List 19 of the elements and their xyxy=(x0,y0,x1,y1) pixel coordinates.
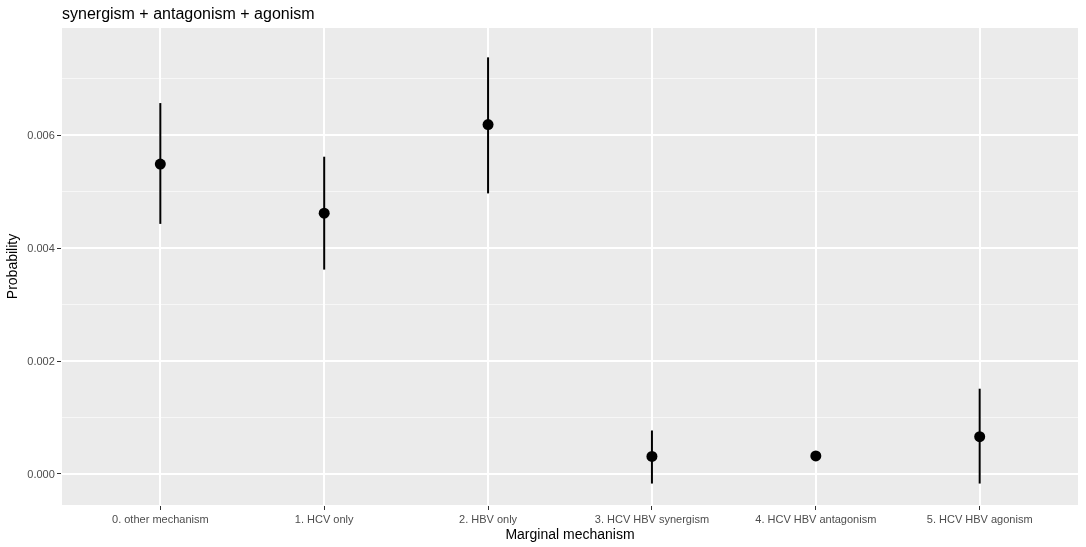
chart-title: synergism + antagonism + agonism xyxy=(62,5,315,23)
x-tick-label: 0. other mechanism xyxy=(112,513,209,526)
point xyxy=(810,450,822,462)
y-tick-label: 0.000 xyxy=(27,467,55,480)
point xyxy=(482,119,494,131)
x-tick-label: 3. HCV HBV synergism xyxy=(594,513,710,526)
y-tick-label: 0.004 xyxy=(27,242,55,254)
point xyxy=(974,431,986,443)
y-axis-title: Probability xyxy=(3,233,20,300)
point xyxy=(154,158,166,170)
x-tick-label: 1. HCV only xyxy=(294,513,355,526)
x-tick-label: 4. HCV HBV antagonism xyxy=(755,513,877,526)
point xyxy=(318,207,330,219)
x-tick-label: 2. HBV only xyxy=(459,513,518,526)
x-tick-label: 5. HCV HBV agonism xyxy=(926,513,1033,526)
y-tick-label: 0.002 xyxy=(27,354,55,367)
y-tick-label: 0.006 xyxy=(27,129,55,142)
x-axis-title: Marginal mechanism xyxy=(505,525,635,542)
point xyxy=(646,450,658,462)
